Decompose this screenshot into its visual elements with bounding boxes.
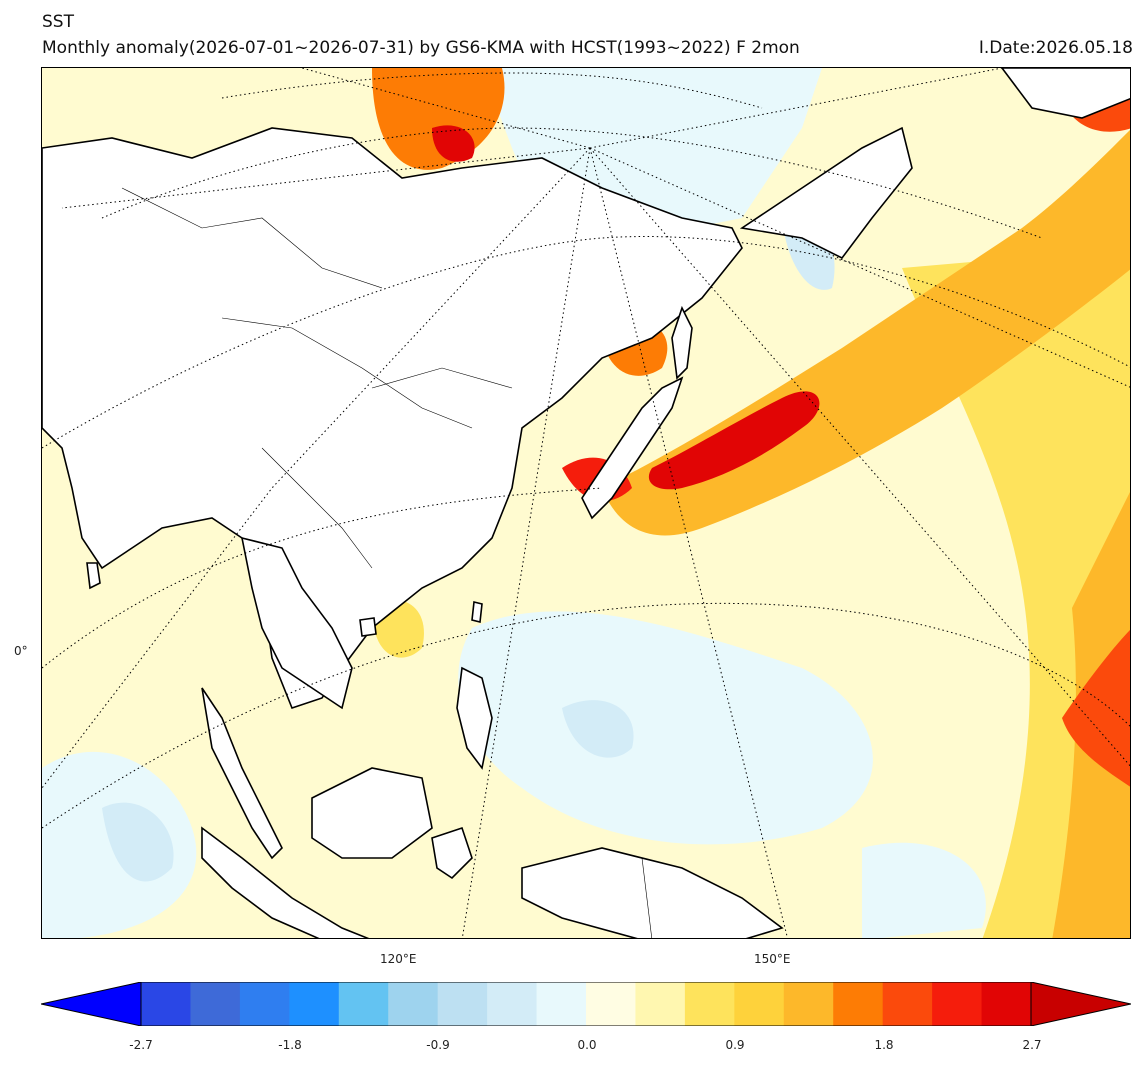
japan-islands xyxy=(581,376,684,520)
issue-date: I.Date:2026.05.18 xyxy=(978,38,1133,58)
borneo xyxy=(311,767,433,859)
colorbar-segment xyxy=(388,982,439,1026)
colorbar-tick-label: 0.9 xyxy=(725,1038,745,1052)
colorbar-segment xyxy=(684,982,735,1026)
lon-label-120e: 120°E xyxy=(380,952,417,966)
meridian-line xyxy=(461,147,591,938)
barents-hot-core xyxy=(432,125,475,162)
title-variable: SST xyxy=(42,12,74,32)
sumatra-java xyxy=(201,826,370,938)
border-line xyxy=(221,317,473,429)
taiwan xyxy=(471,601,483,623)
colorbar-tick-label: 2.7 xyxy=(1022,1038,1042,1052)
map-canvas xyxy=(42,68,1130,938)
colorbar-segment xyxy=(882,982,933,1026)
kuroshio-hot-core xyxy=(648,391,820,490)
colorbar-extend-max xyxy=(1030,982,1131,1026)
colorbar-segment xyxy=(437,982,488,1026)
indochina-peninsula xyxy=(240,536,353,710)
colorbar-segment xyxy=(932,982,983,1026)
colorbar-segment xyxy=(586,982,636,1026)
border-line xyxy=(641,857,653,938)
parallel-line xyxy=(101,127,1043,239)
title-subtitle: Monthly anomaly(2026-07-01~2026-07-31) b… xyxy=(42,38,800,58)
colorbar-segments xyxy=(141,982,1032,1026)
colorbar-segment xyxy=(239,982,290,1026)
sakhalin-island xyxy=(671,305,693,380)
east-pacific-hot-core xyxy=(1062,630,1130,787)
colorbar-tick-label: -0.9 xyxy=(426,1038,450,1052)
parallel-line xyxy=(42,487,603,669)
colorbar-tick-label: 0.0 xyxy=(577,1038,597,1052)
graticule xyxy=(42,68,1130,938)
colorbar-tick-label: -1.8 xyxy=(278,1038,302,1052)
border-line xyxy=(261,447,373,569)
meridian-line xyxy=(301,68,591,149)
parallel-line xyxy=(42,236,1130,449)
tropical-cool-core xyxy=(562,700,634,758)
kamchatka-peninsula xyxy=(739,126,913,260)
philippines xyxy=(456,666,493,770)
maritime-cool-patch xyxy=(862,842,986,938)
colorbar-tick-label: 1.8 xyxy=(874,1038,894,1052)
colorbar-segment xyxy=(833,982,884,1026)
colorbar-frame xyxy=(140,982,1032,1026)
malay-peninsula xyxy=(201,687,283,860)
colorbar-segment xyxy=(536,982,587,1026)
eurasia-landmass xyxy=(42,127,743,709)
colorbar-segment xyxy=(141,982,191,1026)
meridian-line xyxy=(589,147,789,938)
colorbar-segment xyxy=(783,982,834,1026)
sst-anomaly-map xyxy=(41,67,1131,939)
land-masses xyxy=(42,68,1130,938)
lat-label-equator: 0° xyxy=(14,644,28,658)
east-pacific-warm-band xyxy=(902,248,1130,938)
indian-ocean-cool-core xyxy=(102,802,174,882)
colorbar-segment xyxy=(635,982,686,1026)
parallel-line xyxy=(42,602,1130,829)
colorbar xyxy=(41,982,1131,1026)
border-line xyxy=(371,367,513,389)
colorbar-segment xyxy=(487,982,538,1026)
sulawesi xyxy=(431,826,473,880)
north-america-tip xyxy=(1001,68,1130,119)
colorbar-segment xyxy=(190,982,241,1026)
colorbar-segment xyxy=(289,982,340,1026)
country-borders xyxy=(121,187,653,938)
colorbar-segment xyxy=(734,982,785,1026)
lon-label-150e: 150°E xyxy=(754,952,791,966)
tropical-pacific-cool-patch xyxy=(458,611,873,845)
hainan xyxy=(359,617,377,637)
colorbar-segment xyxy=(981,982,1032,1026)
colorbar-extend-min xyxy=(41,982,142,1026)
border-line xyxy=(121,187,383,289)
colorbar-tick-label: -2.7 xyxy=(129,1038,153,1052)
sri-lanka xyxy=(86,562,101,590)
colorbar-segment xyxy=(338,982,389,1026)
meridian-line xyxy=(61,147,591,209)
